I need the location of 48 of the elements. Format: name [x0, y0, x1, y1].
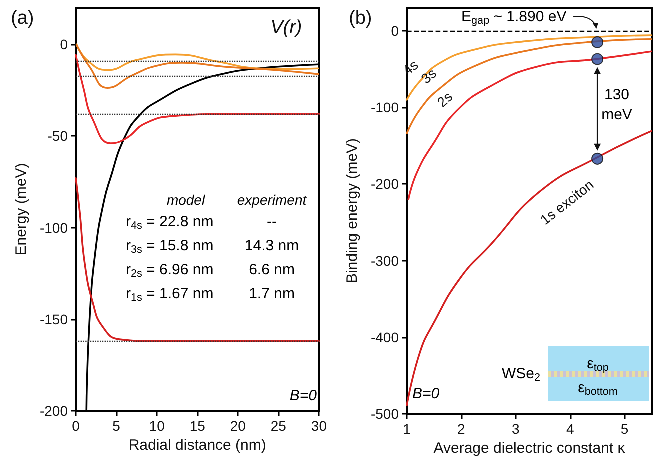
annotation: 1.7 nm: [249, 286, 295, 302]
y-tick-label: -200: [370, 176, 400, 192]
line-series: [75, 54, 320, 144]
annotation: experiment: [237, 192, 308, 208]
x-tick-label: 2: [458, 421, 466, 437]
annotation: B=0: [412, 386, 440, 402]
line-series: [406, 130, 652, 406]
line-series: [76, 44, 320, 72]
y-tick-label: -50: [48, 128, 68, 144]
series-label: V(r): [270, 18, 302, 39]
x-axis-title: Radial distance (nm): [128, 436, 266, 454]
y-tick-label: -200: [40, 403, 68, 419]
x-tick-label: 5: [620, 421, 629, 437]
y-tick-label: -100: [370, 100, 400, 116]
text: 2s: [434, 88, 456, 110]
line-series: [76, 44, 320, 89]
annotation: 130 meV: [602, 86, 632, 124]
annotation: model: [166, 192, 206, 208]
y-tick-label: -100: [40, 220, 68, 236]
line-series: [75, 177, 320, 342]
x-tick-label: 0: [72, 418, 80, 434]
point: [592, 36, 604, 48]
x-tick-label: 25: [270, 418, 287, 434]
x-tick-label: 3: [512, 421, 520, 437]
y-tick-label: 0: [391, 22, 400, 39]
annotation: 6.6 nm: [249, 262, 295, 278]
y-axis-title: Energy (meV): [13, 163, 30, 256]
y-tick-label: -400: [370, 329, 400, 346]
y-tick-label: -500: [370, 406, 400, 422]
annotation: B=0: [290, 388, 318, 404]
y-tick-label: -150: [40, 311, 68, 328]
y-axis-title: Binding energy (meV): [344, 138, 362, 284]
x-tick-label: 5: [112, 418, 121, 434]
x-tick-label: 15: [190, 418, 206, 434]
x-tick-label: 10: [149, 418, 166, 434]
y-tick-label: 0: [60, 36, 68, 53]
x-tick-label: 1: [403, 421, 412, 437]
annotation: 14.3 nm: [244, 238, 300, 254]
point: [592, 53, 604, 66]
x-tick-label: 4: [566, 421, 574, 437]
annotation: --: [267, 214, 277, 230]
chart-title: (b): [349, 8, 372, 29]
chart-title: (a): [11, 8, 34, 29]
point: [592, 152, 604, 165]
x-axis-title: Average dielectric constant κ: [434, 440, 626, 457]
x-tick-label: 30: [311, 418, 328, 434]
y-tick-label: -300: [370, 252, 400, 269]
x-tick-label: 20: [230, 418, 246, 434]
